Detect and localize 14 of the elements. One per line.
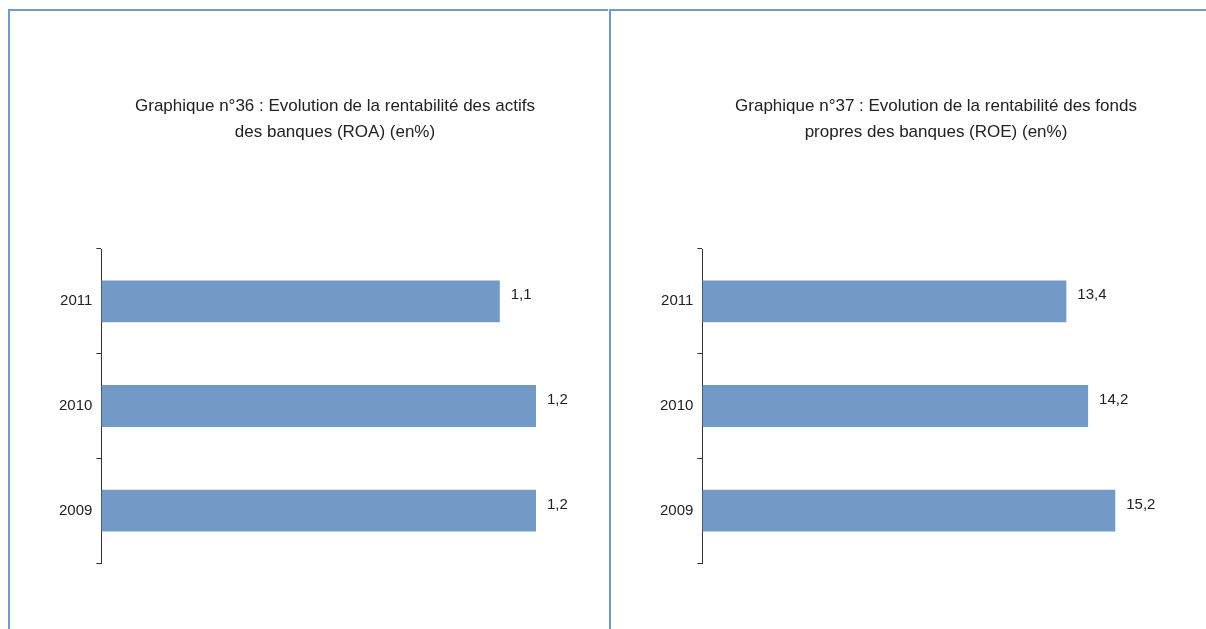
chart-title: Graphique n°36 : Evolution de la rentabilité des actifs des banques (ROA) (en%) (134, 95, 536, 143)
data-label: 15,2 (1126, 494, 1156, 512)
data-label: 1,1 (510, 285, 532, 303)
y-tick-label: 2011 (60, 291, 93, 309)
y-tick-label: 2009 (58, 500, 93, 518)
data-label: 1,2 (547, 390, 568, 408)
y-tick-label: 2010 (659, 396, 694, 414)
chart-title: Graphique n°37 : Evolution de la rentabilité des fonds propres des banques (ROE) (en%) (734, 95, 1138, 143)
y-tick-label: 2009 (659, 500, 694, 518)
data-label: 14,2 (1099, 390, 1129, 408)
data-label: 1,2 (547, 494, 568, 512)
data-label: 13,4 (1077, 285, 1107, 303)
y-tick-label: 2010 (58, 396, 93, 414)
y-tick-label: 2011 (661, 291, 694, 309)
